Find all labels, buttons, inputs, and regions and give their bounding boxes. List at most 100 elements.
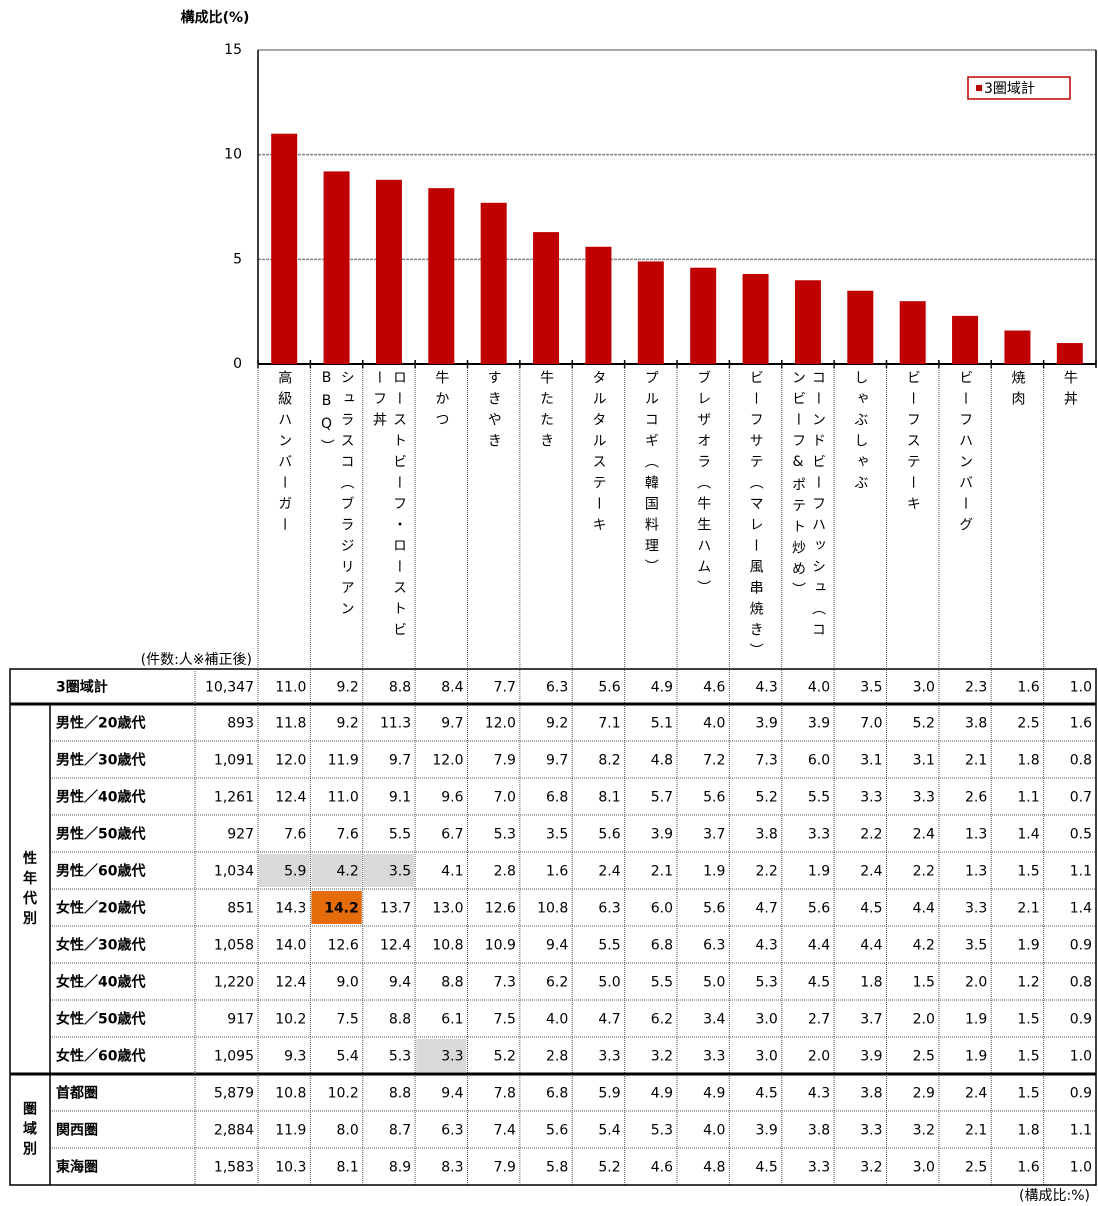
bar (637, 261, 664, 364)
cell-value: 5.5 (389, 827, 411, 843)
cell-value: 10.8 (432, 938, 463, 954)
bar (899, 301, 926, 364)
cell-value: 11.0 (328, 790, 359, 806)
x-tick-label: ビーフハンバーグ (957, 370, 974, 538)
x-tick-label-box: 牛かつ (417, 370, 465, 660)
cell-value: 7.2 (703, 753, 725, 769)
row-count: 1,058 (214, 938, 254, 954)
cell-value: 11.9 (328, 753, 359, 769)
cell-value: 5.6 (703, 901, 725, 917)
bar (1056, 343, 1083, 364)
cell-value: 0.5 (1070, 827, 1092, 843)
cell-value: 6.8 (546, 1086, 568, 1102)
row-count: 1,261 (214, 790, 254, 806)
cell-value: 2.1 (651, 864, 673, 880)
cell-value: 5.5 (808, 790, 830, 806)
x-tick-label: ビーフサテ（マレー風串焼き） (747, 370, 764, 664)
cell-value: 5.6 (703, 790, 725, 806)
x-tick-label-box: ブレザオラ（牛生ハム） (679, 370, 727, 660)
cell-value: 7.6 (284, 827, 306, 843)
cell-value: 4.3 (808, 1086, 830, 1102)
cell-value: 3.9 (808, 716, 830, 732)
row-label: 男性／20歳代 (56, 715, 145, 732)
cell-value: 4.2 (336, 864, 358, 880)
cell-value: 9.2 (336, 716, 358, 732)
cell-value: 5.3 (651, 1123, 673, 1139)
bar (1004, 330, 1031, 364)
cell-value: 11.9 (275, 1123, 306, 1139)
cell-value: 4.6 (651, 1160, 673, 1176)
cell-value: 2.0 (965, 975, 987, 991)
cell-value: 4.9 (651, 680, 673, 696)
cell-value: 4.9 (651, 1086, 673, 1102)
cell-value: 5.3 (389, 1049, 411, 1065)
cell-value: 7.9 (494, 753, 516, 769)
row-label: 女性／30歳代 (56, 937, 145, 954)
table-note: (構成比:%) (1019, 1188, 1090, 1204)
cell-value: 7.6 (336, 827, 358, 843)
cell-value: 3.5 (860, 680, 882, 696)
x-tick-label-box: 焼肉 (993, 370, 1041, 660)
row-count: 1,583 (214, 1160, 254, 1176)
cell-value: 1.0 (1070, 1160, 1092, 1176)
y-tick-label: 15 (224, 42, 242, 58)
cell-value: 5.9 (598, 1086, 620, 1102)
cell-value: 2.6 (965, 790, 987, 806)
cell-value: 0.9 (1070, 1086, 1092, 1102)
cell-value: 3.2 (651, 1049, 673, 1065)
legend-box (967, 76, 1071, 100)
cell-value: 3.3 (598, 1049, 620, 1065)
bar (742, 273, 769, 364)
cell-value: 1.6 (546, 864, 568, 880)
cell-value: 3.7 (860, 1012, 882, 1028)
cell-value: 3.2 (860, 1160, 882, 1176)
cell-value: 8.8 (389, 1012, 411, 1028)
cell-value: 1.3 (965, 864, 987, 880)
cell-value: 2.2 (860, 827, 882, 843)
cell-value: 4.4 (808, 938, 830, 954)
cell-value: 5.0 (598, 975, 620, 991)
cell-value: 1.6 (1017, 680, 1039, 696)
cell-value: 9.1 (389, 790, 411, 806)
x-tick-label-box: ビーフサテ（マレー風串焼き） (731, 370, 779, 664)
x-tick-label: 焼肉 (1009, 370, 1026, 412)
cell-value: 3.0 (755, 1049, 777, 1065)
cell-value: 12.6 (485, 901, 516, 917)
cell-value: 3.3 (441, 1049, 463, 1065)
row-label: 3圏域計 (56, 679, 108, 696)
row-count: 1,034 (214, 864, 254, 880)
cell-value: 5.2 (494, 1049, 516, 1065)
row-label: 男性／30歳代 (56, 752, 145, 769)
y-tick-label: 10 (224, 147, 242, 163)
cell-value: 2.4 (860, 864, 882, 880)
cell-value: 4.5 (860, 901, 882, 917)
cell-value: 4.2 (913, 938, 935, 954)
x-tick-label-box: 牛丼 (1046, 370, 1094, 660)
cell-value: 6.8 (651, 938, 673, 954)
cell-value: 2.2 (913, 864, 935, 880)
cell-value: 3.0 (755, 1012, 777, 1028)
cell-value: 12.6 (328, 938, 359, 954)
cell-value: 3.1 (860, 753, 882, 769)
cell-value: 7.7 (494, 680, 516, 696)
cell-value: 7.5 (494, 1012, 516, 1028)
cell-value: 4.5 (755, 1086, 777, 1102)
cell-value: 4.7 (598, 1012, 620, 1028)
cell-value: 3.0 (913, 680, 935, 696)
cell-value: 1.9 (703, 864, 725, 880)
x-tick-label-box: ビーフハンバーグ (941, 370, 989, 660)
cell-value: 7.3 (494, 975, 516, 991)
cell-value: 5.3 (494, 827, 516, 843)
cell-value: 3.9 (755, 1123, 777, 1139)
x-tick-label: すきやき (485, 370, 502, 454)
cell-value: 3.3 (808, 1160, 830, 1176)
cell-value: 2.5 (1017, 716, 1039, 732)
cell-value: 2.5 (965, 1160, 987, 1176)
cell-value: 9.2 (336, 680, 358, 696)
cell-value: 11.8 (275, 716, 306, 732)
row-label: 男性／50歳代 (56, 826, 145, 843)
bar (323, 171, 350, 364)
cell-value: 5.2 (755, 790, 777, 806)
cell-value: 12.4 (380, 938, 411, 954)
